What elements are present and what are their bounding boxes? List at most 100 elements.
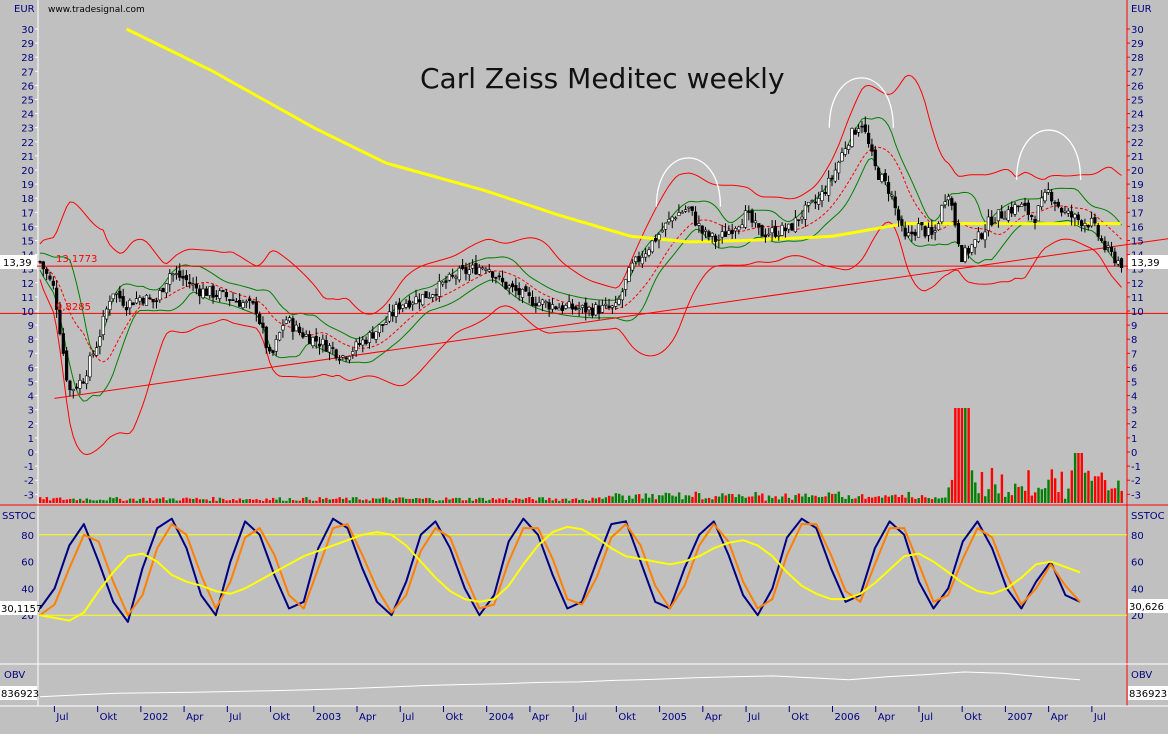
candle-body <box>171 273 175 276</box>
candle-body <box>793 217 797 233</box>
candle-body <box>983 231 987 241</box>
obv-label-right: OBV <box>1131 670 1152 681</box>
candle-body <box>264 326 268 349</box>
volume-bar <box>305 497 308 503</box>
candle-body <box>797 219 801 222</box>
candle-body <box>710 232 714 237</box>
volume-bar <box>1004 496 1007 503</box>
volume-bar <box>238 498 242 503</box>
price-tick-label-left: 18 <box>21 194 34 205</box>
price-tick-label-left: 19 <box>21 180 34 191</box>
candle-body <box>297 326 302 334</box>
volume-bar <box>1073 453 1077 503</box>
volume-bar <box>641 498 644 503</box>
candle-body <box>51 280 55 286</box>
volume-bar <box>65 499 69 503</box>
volume-bar <box>840 497 844 503</box>
price-tick-label-right: 18 <box>1131 194 1144 205</box>
volume-bar <box>531 499 534 503</box>
volume-bar <box>584 500 588 503</box>
volume-bar <box>484 500 488 503</box>
volume-bar <box>172 498 175 503</box>
volume-bar <box>558 500 561 503</box>
price-tick-label-left: 22 <box>21 138 34 149</box>
candle-body <box>833 169 837 182</box>
price-tick-label-left: 0 <box>28 448 34 459</box>
upper-bollinger-band <box>39 74 1122 315</box>
candle-body <box>880 173 884 182</box>
sstoc-value-tag-right-bg <box>1128 599 1168 613</box>
volume-bar <box>315 500 318 503</box>
price-tick-label-left: 1 <box>28 434 34 445</box>
volume-bar <box>827 492 831 503</box>
price-tick-label-right: 30 <box>1131 25 1144 36</box>
volume-bar <box>132 498 135 503</box>
candle-body <box>457 267 461 281</box>
candle-body <box>963 247 967 262</box>
candle-body <box>896 209 901 221</box>
x-axis-label: Okt <box>791 712 809 723</box>
volume-bar <box>278 497 281 503</box>
volume-bar <box>1103 480 1107 503</box>
candle-body <box>331 347 335 349</box>
candle-body <box>128 299 132 309</box>
volume-bar <box>787 497 791 503</box>
price-tick-label-right: 0 <box>1131 448 1137 459</box>
candle-body <box>1036 205 1040 222</box>
volume-bar <box>1017 486 1020 503</box>
candle-body <box>847 145 851 150</box>
price-tick-label-left: 6 <box>28 363 34 374</box>
price-tick-label-right: 9 <box>1131 321 1137 332</box>
price-tick-label-right: 21 <box>1131 152 1144 163</box>
candle-body <box>970 244 974 253</box>
last-price-tag-left-bg <box>0 255 37 269</box>
volume-bar <box>385 497 388 503</box>
x-axis-label: 2007 <box>1007 712 1032 723</box>
candle-body <box>1076 214 1080 221</box>
candle-body <box>94 347 99 356</box>
price-tick-label-right: 8 <box>1131 335 1137 346</box>
price-tick-label-right: 23 <box>1131 124 1144 135</box>
candle-body <box>401 304 405 309</box>
candle-body <box>361 339 365 346</box>
candle-body <box>1043 192 1047 202</box>
candle-body <box>933 230 937 233</box>
volume-bar <box>734 497 737 503</box>
candle-body <box>720 231 724 238</box>
volume-bar <box>128 498 132 503</box>
candle-body <box>198 288 202 297</box>
volume-bar <box>182 498 185 503</box>
candle-body <box>38 261 42 263</box>
volume-bar <box>1057 491 1060 503</box>
candle-body <box>743 210 748 228</box>
volume-bar <box>667 493 671 503</box>
candle-body <box>530 296 535 306</box>
price-tick-label-left: -1 <box>24 462 34 473</box>
volume-bar <box>588 500 591 503</box>
candle-body <box>118 290 122 299</box>
candle-body <box>161 288 165 293</box>
price-tick-label-right: 10 <box>1131 307 1144 318</box>
volume-bar <box>448 499 451 503</box>
volume-bar <box>804 493 807 503</box>
candle-body <box>307 334 312 344</box>
candle-body <box>670 216 674 222</box>
head-shoulder-arcs <box>655 77 1082 207</box>
candle-body <box>803 204 807 220</box>
candle-body <box>787 223 791 230</box>
volume-bar <box>1070 470 1073 503</box>
volume-bar <box>1047 479 1050 503</box>
volume-bar <box>42 499 45 503</box>
volume-bar <box>1083 472 1087 503</box>
candle-body <box>570 303 575 310</box>
volume-bar <box>55 497 59 503</box>
candle-body <box>850 128 854 147</box>
volume-bar <box>288 498 291 503</box>
volume-bar <box>854 498 857 503</box>
volume-bar <box>185 497 188 503</box>
volume-bar <box>751 496 754 503</box>
price-tick-label-left: 20 <box>21 166 34 177</box>
volume-bar <box>321 499 325 503</box>
volume-bar <box>594 498 598 503</box>
